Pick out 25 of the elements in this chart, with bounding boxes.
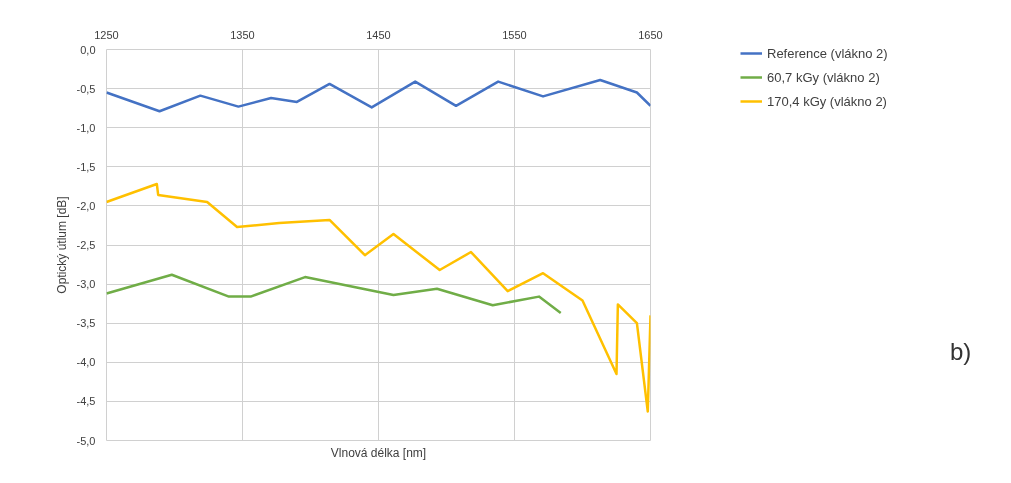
legend-label: 170,4 kGy (vlákno 2) (767, 93, 887, 109)
y-tick-label: -1,5 (76, 160, 96, 173)
y-tick-label: -5,0 (76, 434, 96, 447)
y-tick-label: -2,0 (76, 199, 96, 212)
y-tick-label: -1,0 (76, 121, 96, 134)
x-tick-label: 1250 (94, 28, 119, 41)
y-tick-label: -3,5 (76, 317, 96, 330)
x-tick-label: 1650 (638, 28, 663, 41)
y-tick-label: -0,5 (76, 82, 96, 95)
y-tick-label: -2,5 (76, 239, 96, 251)
y-tick-label: -3,0 (76, 278, 96, 291)
x-tick-label: 1550 (502, 28, 527, 41)
y-axis-title: Optický útlum [dB] (54, 196, 69, 294)
line-series (106, 182, 651, 413)
y-tick-label: -4,5 (76, 395, 96, 408)
legend-label: Reference (vlákno 2) (767, 45, 888, 61)
x-tick-label: 1450 (366, 28, 391, 41)
y-tick-label: -4,0 (76, 356, 96, 369)
y-tick-label: 0,0 (80, 43, 96, 56)
text: b) (950, 337, 972, 367)
line-series (106, 78, 651, 113)
line-series (106, 273, 562, 315)
x-tick-label: 1350 (230, 28, 255, 41)
x-axis-title: Vlnová délka [nm] (330, 445, 427, 460)
legend-label: 60,7 kGy (vlákno 2) (767, 69, 880, 85)
